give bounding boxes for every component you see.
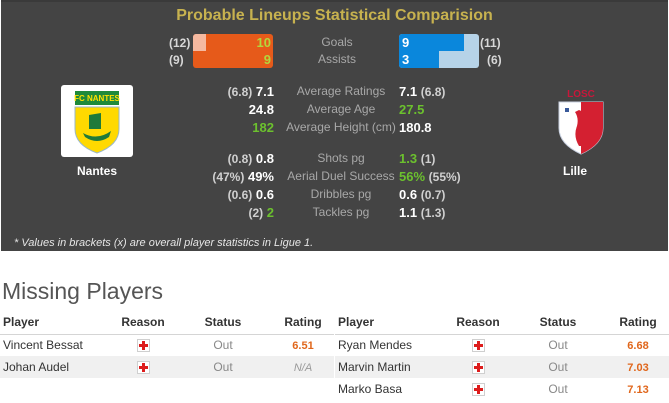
home-missing-players-table: Player Reason Status Rating Vincent Bess… xyxy=(0,311,334,378)
nantes-logo[interactable]: FC NANTES xyxy=(61,85,133,157)
col-reason: Reason xyxy=(447,311,509,335)
comparison-title: Probable Lineups Statistical Comparision xyxy=(176,7,493,24)
missing-players-title: Missing Players xyxy=(2,278,164,304)
away-goals-bar: 9 xyxy=(399,34,479,51)
col-reason: Reason xyxy=(112,311,174,335)
player-name[interactable]: Marvin Martin xyxy=(335,356,447,378)
stat-row-average-age: 24.8 Average Age 27.5 xyxy=(248,102,425,117)
col-player: Player xyxy=(335,311,447,335)
away-missing-players-table: Player Reason Status Rating Ryan Mendes … xyxy=(335,311,669,400)
table-row: Marko Basa Out 7.13 xyxy=(335,378,669,400)
player-name[interactable]: Marko Basa xyxy=(338,382,403,396)
injury-cross-icon xyxy=(471,339,485,353)
col-rating: Rating xyxy=(607,311,669,335)
table-row: Johan Audel Out N/A xyxy=(0,356,334,378)
rating: 6.51 xyxy=(292,340,314,353)
injury-cross-icon xyxy=(471,383,485,397)
player-name[interactable]: Ryan Mendes xyxy=(338,338,413,353)
status: Out xyxy=(548,338,568,353)
status: Out xyxy=(509,356,607,378)
away-assists-value: 3 xyxy=(402,52,410,67)
col-status: Status xyxy=(509,311,607,335)
assists-label: Assists xyxy=(317,52,356,66)
home-goals-value: 10 xyxy=(256,35,271,50)
status: Out xyxy=(174,356,272,378)
player-name[interactable]: Vincent Bessat xyxy=(3,338,83,353)
away-goals-value: 9 xyxy=(402,35,410,50)
fc-nantes-crest-icon: FC NANTES xyxy=(74,91,121,154)
stat-row-average-ratings: (6.8) 7.1 Average Ratings 7.1 (6.8) xyxy=(227,84,446,99)
table-row: Marvin Martin Out 7.03 xyxy=(335,356,669,378)
goals-label: Goals xyxy=(321,35,353,49)
rating: N/A xyxy=(293,362,313,374)
home-goals-overall: (12) xyxy=(169,36,191,50)
home-goals-bar: 10 xyxy=(193,34,273,51)
rating: 7.03 xyxy=(627,362,649,374)
injury-cross-icon xyxy=(136,339,150,353)
svg-text:FC NANTES: FC NANTES xyxy=(74,94,120,103)
lille-logo[interactable]: LOSC xyxy=(549,84,613,156)
away-assists-bar: 3 xyxy=(399,51,479,68)
home-assists-value: 9 xyxy=(263,52,271,67)
svg-text:LOSC: LOSC xyxy=(567,89,595,100)
stat-row-shots-pg: (0.8) 0.8 Shots pg 1.3 (1) xyxy=(227,151,436,166)
table-row: Ryan Mendes Out 6.68 xyxy=(335,334,669,356)
losc-lille-crest-icon: LOSC xyxy=(558,89,604,155)
stat-row-aerial-duel: (47%) 49% Aerial Duel Success 56% (55%) xyxy=(212,169,461,184)
lineup-comparison-panel: Probable Lineups Statistical Comparision… xyxy=(1,0,668,251)
injury-cross-icon xyxy=(471,361,485,375)
home-assists-bar: 9 xyxy=(193,51,273,68)
status: Out xyxy=(548,382,568,396)
home-team-name[interactable]: Nantes xyxy=(76,164,117,178)
away-assists-overall: (6) xyxy=(487,53,502,67)
rating: 6.68 xyxy=(627,340,649,353)
home-assists-overall: (9) xyxy=(169,53,184,67)
stat-row-tackles-pg: (2) 2 Tackles pg 1.1 (1.3) xyxy=(248,205,446,220)
col-player: Player xyxy=(0,311,112,335)
footnote: * Values in brackets (x) are overall pla… xyxy=(14,237,314,249)
away-goals-overall: (11) xyxy=(480,36,501,50)
table-row: Vincent Bessat Out 6.51 xyxy=(0,334,334,356)
injury-cross-icon xyxy=(136,361,150,375)
away-team-name[interactable]: Lille xyxy=(562,164,587,178)
status: Out xyxy=(213,338,233,353)
col-status: Status xyxy=(174,311,272,335)
col-rating: Rating xyxy=(272,311,334,335)
stat-row-average-height: 182 Average Height (cm) 180.8 xyxy=(252,120,432,135)
player-name[interactable]: Johan Audel xyxy=(0,356,112,378)
rating: 7.13 xyxy=(627,384,649,396)
stat-row-dribbles-pg: (0.6) 0.6 Dribbles pg 0.6 (0.7) xyxy=(227,187,446,202)
